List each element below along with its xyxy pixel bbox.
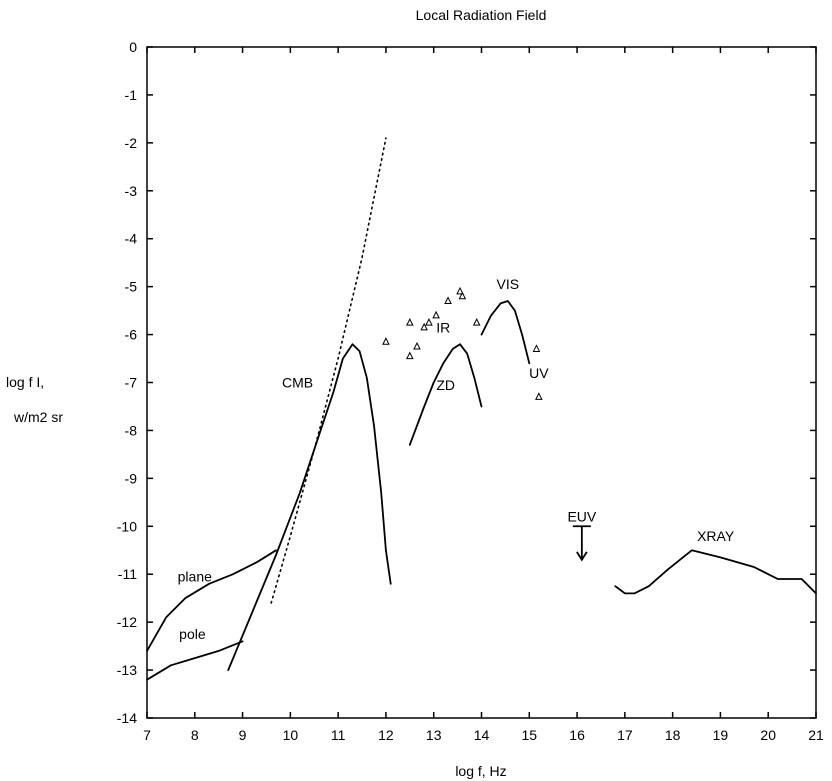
- annotation-vis: VIS: [496, 276, 519, 292]
- ir-data-point: [458, 291, 467, 300]
- series-line-cmb: [227, 343, 392, 671]
- annotation-plane: plane: [178, 569, 212, 585]
- annotation-zd: ZD: [436, 377, 455, 393]
- y-tick-label: -13: [117, 662, 137, 678]
- annotation-uv: UV: [529, 365, 549, 381]
- series-line-pole: [146, 640, 244, 681]
- ir-data-point: [535, 392, 543, 400]
- x-tick-label: 20: [760, 727, 776, 743]
- y-tick-label: -6: [125, 327, 138, 343]
- y-axis-title-line-2: w/m2 sr: [13, 409, 63, 425]
- ir-data-point: [432, 310, 440, 319]
- axis-ticks: 7 8 9 10 11 12 13 14 15 16 17 18 19 20 21 0 -1 -2 -3 -4 -5 -6…: [117, 39, 824, 743]
- ir-data-point: [382, 337, 390, 345]
- y-tick-label: -12: [117, 614, 137, 630]
- plot-frame: [146, 46, 817, 719]
- x-tick-label: 13: [426, 727, 442, 743]
- annotation-euv: EUV: [567, 509, 596, 525]
- chart-title: Local Radiation Field: [416, 7, 547, 23]
- x-axis-title: log f, Hz: [455, 763, 506, 779]
- euv-limit-arrowhead: [576, 551, 588, 562]
- y-axis-title-line-1: log f I,: [6, 374, 44, 390]
- y-tick-label: -5: [125, 279, 138, 295]
- ir-data-point: [444, 296, 452, 305]
- ir-data-point: [413, 341, 421, 350]
- y-tick-label: -7: [125, 375, 138, 391]
- ir-data-point: [532, 344, 541, 352]
- x-tick-label: 7: [143, 727, 151, 743]
- ir-data-point: [420, 322, 428, 331]
- x-tick-label: 12: [378, 727, 394, 743]
- x-tick-label: 14: [474, 727, 490, 743]
- x-tick-label: 19: [713, 727, 729, 743]
- y-tick-label: -4: [125, 231, 138, 247]
- annotation-cmb: CMB: [282, 375, 313, 391]
- series-line-vis: [480, 300, 531, 365]
- x-tick-label: 18: [665, 727, 681, 743]
- annotation-xray: XRAY: [697, 528, 735, 544]
- y-tick-label: -14: [117, 710, 137, 726]
- x-tick-label: 10: [283, 727, 299, 743]
- x-tick-label: 15: [521, 727, 537, 743]
- series-line-plane: [146, 549, 277, 652]
- series-line-xray: [614, 549, 817, 595]
- ir-data-point: [425, 317, 433, 326]
- x-tick-label: 21: [808, 727, 824, 743]
- y-tick-label: -11: [118, 566, 137, 582]
- series-layer: [146, 137, 817, 681]
- series-line-zd: [408, 343, 483, 446]
- series-line-dotted: [270, 137, 387, 604]
- points-layer: [382, 286, 543, 400]
- ir-data-point: [472, 317, 481, 326]
- upper-limits-layer: [572, 525, 591, 562]
- annotations-layer: CMB plane pole IR ZD VIS UV EUV XRAY: [178, 276, 735, 642]
- x-tick-label: 16: [569, 727, 585, 743]
- y-tick-label: -1: [125, 87, 138, 103]
- x-tick-label: 8: [191, 727, 199, 743]
- ir-data-point: [406, 317, 414, 326]
- y-tick-label: -3: [125, 183, 138, 199]
- y-tick-label: -8: [125, 422, 138, 438]
- y-tick-label: -9: [125, 470, 138, 486]
- ir-data-point: [456, 286, 464, 295]
- annotation-ir: IR: [436, 319, 450, 335]
- y-tick-label: -10: [117, 518, 137, 534]
- x-tick-label: 9: [239, 727, 247, 743]
- x-tick-label: 17: [617, 727, 633, 743]
- x-tick-label: 11: [331, 727, 346, 743]
- y-tick-label: -2: [125, 135, 138, 151]
- annotation-pole: pole: [179, 626, 206, 642]
- y-tick-label: 0: [129, 39, 137, 55]
- ir-data-point: [406, 351, 414, 360]
